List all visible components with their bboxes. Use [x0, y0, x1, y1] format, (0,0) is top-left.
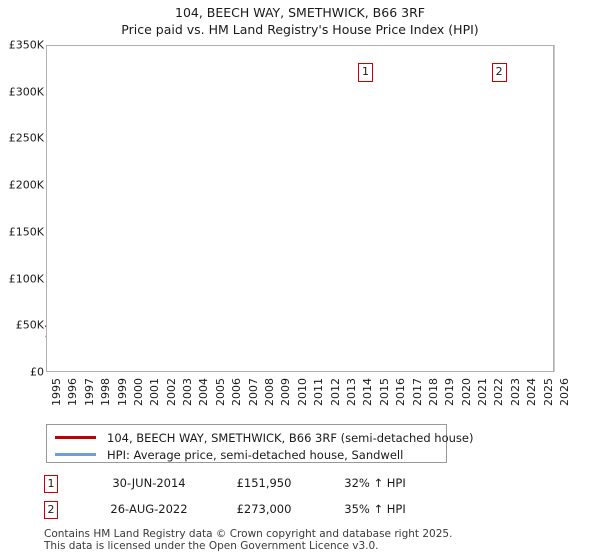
- y-axis-tick-label: £150K: [8, 225, 44, 239]
- x-axis-tick-label: 2017: [410, 378, 424, 406]
- marker-callout-1[interactable]: 1: [358, 63, 374, 82]
- line-swatch-red-icon: [55, 436, 96, 439]
- x-axis-tick-label: 2023: [508, 378, 522, 406]
- table-row[interactable]: 2 26-AUG-2022 £273,000 35% ↑ HPI: [44, 499, 464, 525]
- title-block: 104, BEECH WAY, SMETHWICK, B66 3RF Price…: [0, 4, 600, 38]
- y-axis-tick-label: £200K: [8, 178, 44, 192]
- transaction-date: 26-AUG-2022: [110, 502, 188, 516]
- legend-entry-price: 104, BEECH WAY, SMETHWICK, B66 3RF (semi…: [47, 428, 473, 447]
- page-subtitle: Price paid vs. HM Land Registry's House …: [121, 22, 479, 37]
- chart-legend: 104, BEECH WAY, SMETHWICK, B66 3RF (semi…: [46, 424, 473, 464]
- x-axis-tick-label: 1995: [50, 378, 63, 406]
- x-axis-tick-label: 2021: [476, 378, 490, 406]
- x-axis-tick-label: 2019: [443, 378, 457, 406]
- legend-label-hpi: HPI: Average price, semi-detached house,…: [107, 447, 404, 462]
- x-axis-tick-label: 2008: [263, 378, 277, 406]
- x-axis-tick-label: 2000: [131, 378, 145, 406]
- x-axis-tick-label: 2006: [230, 378, 244, 406]
- footer-line-licence: This data is licensed under the Open Gov…: [44, 540, 379, 552]
- gridline: [554, 45, 555, 372]
- x-axis-tick-label: 2018: [426, 378, 440, 406]
- legend-label-price: 104, BEECH WAY, SMETHWICK, B66 3RF (semi…: [107, 430, 474, 445]
- x-axis-tick-label: 1997: [82, 378, 96, 406]
- x-axis-tick-label: 2020: [459, 378, 473, 406]
- x-axis-tick-label: 2001: [148, 378, 162, 406]
- x-axis-tick-label: 2009: [279, 378, 293, 406]
- x-axis-tick-label: 2024: [525, 378, 539, 406]
- x-axis-tick-label: 2013: [344, 378, 358, 406]
- x-axis-tick-label: 2007: [246, 378, 260, 406]
- y-axis-tick-label: £350K: [8, 38, 44, 52]
- y-axis-tick-label: £250K: [8, 131, 44, 145]
- x-axis-tick-label: 1999: [115, 378, 129, 406]
- transaction-hpi-delta: 32% ↑ HPI: [344, 476, 406, 490]
- x-axis-tick-label: 1998: [99, 378, 113, 406]
- marker-callout-2[interactable]: 2: [491, 63, 507, 82]
- x-axis-tick-label: 2022: [492, 378, 506, 406]
- y-axis-tick-label: £50K: [15, 318, 44, 332]
- x-axis-tick-label: 2026: [558, 378, 571, 406]
- table-row[interactable]: 1 30-JUN-2014 £151,950 32% ↑ HPI: [44, 473, 464, 499]
- x-axis-tick-label: 2015: [377, 378, 391, 406]
- x-axis-tick-label: 2025: [541, 378, 555, 406]
- status-badge: 1: [44, 475, 58, 493]
- transaction-table: 1 30-JUN-2014 £151,950 32% ↑ HPI 2 26-AU…: [44, 473, 464, 525]
- x-axis-tick-label: 2003: [181, 378, 195, 406]
- legend-entry-hpi: HPI: Average price, semi-detached house,…: [47, 445, 446, 464]
- x-axis-tick-label: 2002: [164, 378, 178, 406]
- transaction-price: £273,000: [236, 502, 292, 516]
- status-badge: 2: [44, 501, 58, 519]
- transaction-price: £151,950: [236, 476, 292, 490]
- y-axis-tick-label: £0: [30, 365, 44, 379]
- y-axis-tick-label: £300K: [8, 85, 44, 99]
- x-axis-tick-label: 2010: [295, 378, 309, 406]
- page-title: 104, BEECH WAY, SMETHWICK, B66 3RF: [175, 5, 425, 20]
- x-axis-tick-label: 2011: [312, 378, 326, 406]
- x-axis-tick-label: 2004: [197, 378, 211, 406]
- line-swatch-blue-icon: [55, 453, 96, 456]
- transaction-date: 30-JUN-2014: [112, 476, 186, 490]
- y-axis-tick-label: £100K: [8, 272, 44, 286]
- footer-line-copyright: Contains HM Land Registry data © Crown c…: [44, 528, 453, 540]
- x-axis-tick-label: 2012: [328, 378, 342, 406]
- transaction-hpi-delta: 35% ↑ HPI: [344, 502, 406, 516]
- footer-attribution: Contains HM Land Registry data © Crown c…: [44, 528, 574, 552]
- x-axis-tick-label: 2016: [394, 378, 408, 406]
- x-axis-tick-label: 2014: [361, 378, 375, 406]
- plot-frame: [46, 45, 554, 372]
- x-axis-tick-label: 1996: [66, 378, 80, 406]
- x-axis-tick-label: 2005: [213, 378, 227, 406]
